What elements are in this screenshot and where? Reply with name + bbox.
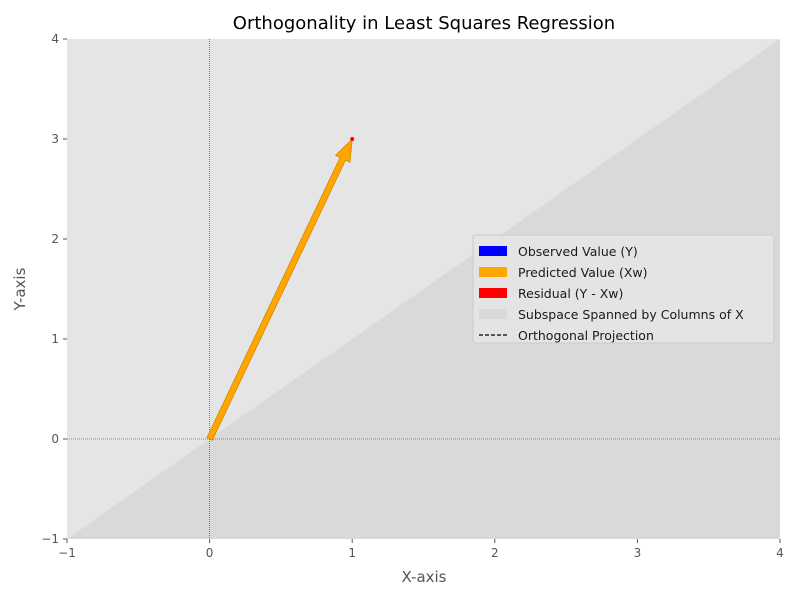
y-tick-label: 3 [51,132,59,146]
subspace-fill [67,39,780,539]
x-tick-label: −1 [58,546,76,560]
x-tick-label: 1 [348,546,356,560]
x-tick-label: 4 [776,546,784,560]
legend-label: Orthogonal Projection [518,328,654,343]
x-tick-label: 2 [491,546,499,560]
legend-label: Predicted Value (Xw) [518,265,648,280]
arrows-layer [206,137,355,441]
legend-swatch [479,309,507,319]
x-ticks: −1 0 1 2 3 4 [58,539,784,560]
legend-label: Subspace Spanned by Columns of X [518,307,744,322]
residual-point [350,137,355,141]
y-ticks: −1 0 1 2 3 4 [41,32,67,546]
y-tick-label: 2 [51,232,59,246]
y-tick-label: 1 [51,332,59,346]
y-axis-label: Y-axis [11,267,29,311]
x-tick-label: 0 [206,546,214,560]
x-axis-label: X-axis [402,568,447,586]
legend: Observed Value (Y) Predicted Value (Xw) Re… [472,234,775,344]
legend-box [472,234,775,344]
y-tick-label: −1 [41,532,59,546]
y-tick-label: 0 [51,432,59,446]
chart-title: Orthogonality in Least Squares Regressio… [233,13,615,34]
x-tick-label: 3 [634,546,642,560]
legend-swatch [479,288,507,298]
legend-label: Residual (Y - Xw) [518,286,623,301]
y-tick-label: 4 [51,32,59,46]
predicted-value-xw-arrow [206,138,353,441]
legend-label: Observed Value (Y) [518,244,638,259]
legend-swatch [479,246,507,256]
legend-swatch [479,267,507,277]
